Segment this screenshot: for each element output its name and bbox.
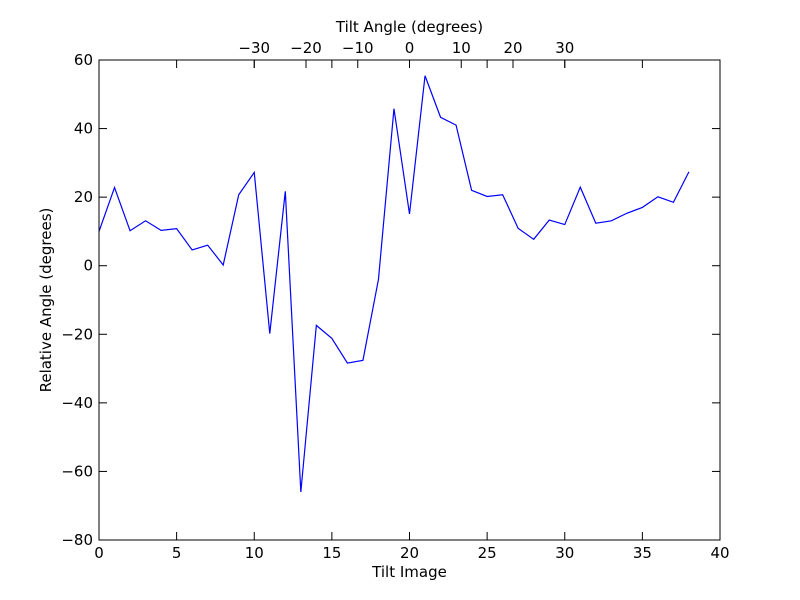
y-axis-title: Relative Angle (degrees) <box>37 208 55 393</box>
y-tick-label: −80 <box>61 531 93 549</box>
y-tick-label: −40 <box>61 394 93 412</box>
ticks-layer: 0 5 10 15 20 25 30 35 40 −80 −60 −40 −20 0 20 40 60 −30 −2… <box>61 39 729 562</box>
top-tick-label: −20 <box>290 39 322 57</box>
top-tick-label: −10 <box>342 39 374 57</box>
x-tick-label: 0 <box>94 544 104 562</box>
top-tick-label: 0 <box>405 39 415 57</box>
series-layer <box>98 75 690 493</box>
top-tick-label: 20 <box>503 39 522 57</box>
y-tick-label: 0 <box>83 257 93 275</box>
x-tick-label: 5 <box>172 544 182 562</box>
x-tick-label: 25 <box>478 544 497 562</box>
x-axis-title: Tilt Image <box>371 563 447 581</box>
top-tick-label: 10 <box>452 39 471 57</box>
x-tick-label: 30 <box>555 544 574 562</box>
y-tick-label: 40 <box>74 120 93 138</box>
top-axis-title: Tilt Angle (degrees) <box>335 18 483 36</box>
top-tick-label: −30 <box>238 39 270 57</box>
y-tick-label: −20 <box>61 325 93 343</box>
series-line <box>98 75 690 493</box>
plot-area <box>99 60 720 540</box>
x-tick-label: 35 <box>633 544 652 562</box>
x-tick-label: 15 <box>322 544 341 562</box>
plot-frame <box>98 59 721 541</box>
y-tick-label: 20 <box>74 188 93 206</box>
top-tick-label: 30 <box>555 39 574 57</box>
y-tick-label: 60 <box>74 51 93 69</box>
x-tick-label: 20 <box>400 544 419 562</box>
y-tick-label: −60 <box>61 462 93 480</box>
x-tick-label: 40 <box>710 544 729 562</box>
x-tick-label: 10 <box>245 544 264 562</box>
